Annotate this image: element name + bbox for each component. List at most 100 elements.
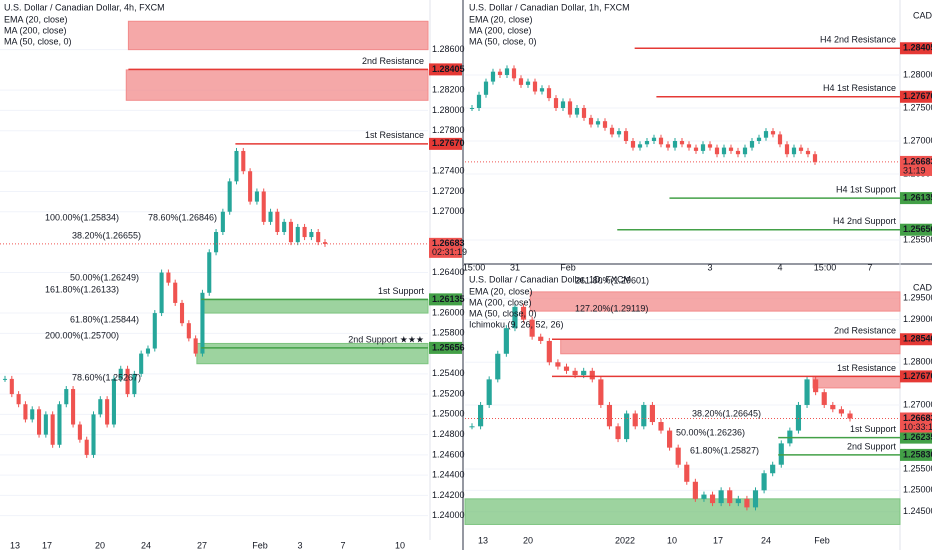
candle-body	[756, 137, 762, 142]
candle-body	[476, 94, 482, 108]
candle-body	[838, 409, 844, 414]
level-label: 2nd Resistance	[362, 56, 424, 66]
candle-body	[770, 131, 776, 135]
x-tick-label: 7	[867, 262, 872, 272]
candle-body	[709, 494, 716, 504]
y-tick-label: 1.25400	[432, 368, 465, 378]
indicator-label: EMA (20, close)	[4, 14, 68, 24]
candle-body	[616, 131, 622, 135]
candle-body	[248, 171, 253, 202]
candle-body	[30, 409, 35, 420]
candle-body	[798, 147, 804, 151]
candle-body	[207, 252, 212, 293]
fib-label: 127.20%(1.29119)	[575, 303, 648, 313]
candle-body	[574, 107, 580, 115]
candle-body	[567, 101, 573, 115]
zone	[812, 375, 901, 389]
x-tick-label: 24	[141, 540, 151, 550]
candle-body	[830, 404, 836, 410]
y-tick-label: 1.24400	[432, 470, 465, 480]
level-label: H4 1st Resistance	[823, 83, 896, 93]
candle-body	[805, 150, 811, 155]
candle-body	[50, 414, 55, 445]
y-tick-label: 1.27500	[903, 102, 932, 112]
candle-body	[193, 338, 198, 354]
candle-body	[752, 490, 759, 508]
candle-body	[735, 150, 741, 155]
candle-body	[641, 404, 647, 427]
level-label: 2nd Support	[847, 441, 897, 451]
chart-title: U.S. Dollar / Canadian Dollar, 4h, FXCM	[4, 2, 165, 12]
candle-body	[588, 117, 594, 125]
candle-body	[651, 137, 657, 142]
candle-body	[546, 340, 552, 363]
fib-label: 261.80%(1.29601)	[575, 275, 649, 285]
x-tick-label: 17	[42, 540, 52, 550]
candle-body	[784, 144, 790, 155]
candle-body	[581, 370, 587, 376]
current-price-label: 1.26683	[903, 156, 932, 166]
price-label-box	[900, 431, 932, 444]
y-tick-label: 1.27800	[432, 125, 465, 135]
candle-body	[749, 141, 755, 148]
candle-body	[675, 447, 681, 465]
price-label: 1.28405	[903, 43, 932, 53]
candle-body	[159, 272, 164, 314]
candle-body	[637, 144, 643, 148]
price-label: 1.25656	[903, 224, 932, 234]
candle-body	[261, 191, 266, 222]
candle-body	[707, 144, 713, 148]
candle-body	[495, 353, 501, 380]
candle-body	[43, 414, 48, 435]
candle-body	[546, 88, 552, 99]
candle-body	[322, 242, 328, 244]
zone	[464, 498, 901, 525]
countdown: 10:33:18	[903, 422, 932, 432]
candle-body	[778, 443, 784, 465]
candle-body	[288, 221, 293, 243]
candle-body	[555, 362, 561, 367]
candle-body	[770, 464, 776, 474]
candle-body	[532, 81, 538, 92]
candle-body	[595, 121, 601, 125]
candle-body	[241, 150, 246, 172]
x-tick-label: 7	[340, 540, 345, 550]
candle-body	[560, 101, 566, 108]
candle-body	[125, 368, 130, 395]
candle-body	[684, 464, 690, 482]
candle-body	[525, 81, 531, 85]
level-label: H4 1st Support	[836, 184, 897, 194]
price-label-box	[900, 42, 932, 55]
candle-body	[179, 302, 185, 324]
candle-body	[714, 147, 720, 155]
candle-body	[166, 272, 171, 283]
candle-body	[700, 144, 706, 151]
candle-body	[761, 473, 767, 491]
price-label: 1.25830	[903, 449, 932, 459]
candle-body	[220, 211, 225, 233]
fib-label: 61.80%(1.25827)	[690, 445, 759, 455]
x-tick-label: 31	[510, 262, 520, 272]
candle-body	[598, 379, 604, 405]
y-tick-label: 1.29000	[903, 314, 932, 324]
candle-body	[214, 232, 219, 253]
candle-body	[302, 226, 307, 238]
price-label-box	[900, 192, 932, 205]
candle-body	[630, 141, 636, 148]
candle-body	[295, 226, 300, 243]
fib-label: 50.00%(1.26236)	[676, 427, 745, 437]
candle-body	[763, 131, 769, 138]
level-label: 2nd Support ★★★	[348, 334, 424, 344]
indicator-label: Ichimoku (9, 26, 52, 26)	[469, 319, 564, 329]
y-tick-label: 1.24600	[432, 449, 465, 459]
y-tick-label: 1.28000	[903, 69, 932, 79]
x-tick-label: 4	[777, 262, 782, 272]
candle-body	[132, 373, 137, 395]
current-price-label: 1.26683	[432, 238, 465, 248]
candle-body	[679, 141, 685, 145]
candle-body	[268, 211, 273, 222]
current-price-box	[429, 237, 462, 258]
fib-label: 100.00%(1.25834)	[45, 212, 119, 222]
candle-body	[649, 404, 655, 423]
